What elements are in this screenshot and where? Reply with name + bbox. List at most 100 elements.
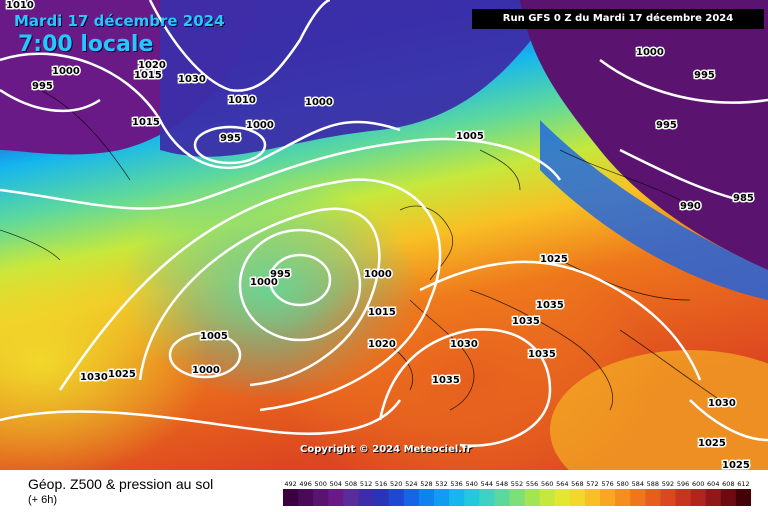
scale-tick-label: 504 <box>330 480 342 488</box>
isobars <box>0 0 768 446</box>
scale-tick-label: 564 <box>556 480 568 488</box>
scale-tick-label: 524 <box>405 480 417 488</box>
scale-swatch <box>509 489 526 506</box>
pressure-label: 1010 <box>228 95 256 106</box>
scale-swatch <box>645 489 661 506</box>
scale-swatch <box>373 489 390 506</box>
pressure-label: 1000 <box>364 269 392 280</box>
scale-swatch <box>630 489 646 506</box>
scale-tick-label: 536 <box>450 480 462 488</box>
pressure-label: 1035 <box>528 349 556 360</box>
scale-swatch <box>343 489 359 506</box>
scale-tick-label: 608 <box>722 480 734 488</box>
pressure-label: 1000 <box>52 66 80 77</box>
scale-tick-label: 572 <box>586 480 598 488</box>
scale-swatch <box>298 489 314 506</box>
scale-tick-label: 492 <box>284 480 296 488</box>
scale-tick-label: 508 <box>345 480 357 488</box>
scale-tick-label: 576 <box>601 480 613 488</box>
pressure-label: 1025 <box>722 460 750 470</box>
scale-swatch <box>720 489 737 506</box>
scale-tick-label: 600 <box>692 480 704 488</box>
scale-tick-label: 588 <box>647 480 659 488</box>
scale-swatch <box>600 489 616 506</box>
scale-swatch <box>539 489 556 506</box>
pressure-label: 985 <box>733 193 754 204</box>
scale-swatch <box>449 489 465 506</box>
scale-tick-label: 496 <box>299 480 311 488</box>
scale-swatch <box>569 489 586 506</box>
pressure-label: 1010 <box>6 0 34 11</box>
pressure-label: 1035 <box>432 375 460 386</box>
forecast-date: Mardi 17 décembre 2024 <box>14 12 225 30</box>
pressure-label: 1000 <box>246 120 274 131</box>
pressure-label: 1015 <box>368 307 396 318</box>
scale-swatch <box>660 489 677 506</box>
polar-vortex-east <box>520 0 768 270</box>
scale-tick-label: 512 <box>360 480 372 488</box>
pressure-label: 1000 <box>192 365 220 376</box>
pressure-labels: 1010 995 1000 1020 1015 1030 1010 1015 1… <box>5 0 756 470</box>
scale-swatch <box>675 489 692 506</box>
scale-tick-label: 612 <box>737 480 749 488</box>
pressure-label: 995 <box>656 120 677 131</box>
scale-tick-label: 540 <box>465 480 477 488</box>
scale-tick-label: 560 <box>541 480 553 488</box>
scale-tick-label: 596 <box>677 480 689 488</box>
pressure-label: 1020 <box>138 60 166 71</box>
polar-trough <box>160 0 560 157</box>
pressure-label: 1020 <box>368 339 396 350</box>
pressure-label: 995 <box>694 70 715 81</box>
pressure-label: 1000 <box>250 277 278 288</box>
copyright: Copyright © 2024 Meteociel.fr <box>300 444 472 455</box>
blue-band-east <box>540 120 768 300</box>
pressure-label: 1005 <box>200 331 228 342</box>
pressure-label: 1030 <box>178 74 206 85</box>
scale-tick-label: 548 <box>496 480 508 488</box>
pressure-label: 1005 <box>456 131 484 142</box>
color-scale: 492 496 500 504 508 512 516 520 524 528 532 536 540 5… <box>283 480 751 506</box>
scale-tick-label: 568 <box>571 480 583 488</box>
scale-swatch <box>524 489 541 506</box>
scale-tick-label: 516 <box>375 480 387 488</box>
scale-tick-label: 604 <box>707 480 719 488</box>
scale-tick-label: 584 <box>632 480 644 488</box>
scale-tick-label: 500 <box>315 480 327 488</box>
scale-swatch <box>388 489 405 506</box>
pressure-label: 1035 <box>536 300 564 311</box>
scale-swatch <box>313 489 329 506</box>
scale-swatch <box>735 489 751 506</box>
pressure-label: 1025 <box>698 438 726 449</box>
scale-tick-label: 544 <box>481 480 493 488</box>
pressure-label: 990 <box>680 201 701 212</box>
scale-swatch <box>464 489 480 506</box>
pressure-label: 1000 <box>636 47 664 58</box>
pressure-label: 1030 <box>708 398 736 409</box>
pressure-label: 1035 <box>512 316 540 327</box>
scale-swatch <box>433 489 450 506</box>
weather-map: 1010 995 1000 1020 1015 1030 1010 1015 1… <box>0 0 768 470</box>
scale-tick-label: 556 <box>526 480 538 488</box>
scale-tick-label: 552 <box>511 480 523 488</box>
legend-subtitle: (+ 6h) <box>28 494 58 506</box>
pressure-label: 995 <box>270 269 291 280</box>
scale-swatch <box>494 489 510 506</box>
legend-title: Géop. Z500 & pression au sol <box>28 476 214 492</box>
scale-tick-label: 520 <box>390 480 402 488</box>
scale-tick-label: 592 <box>662 480 674 488</box>
pressure-label: 1030 <box>450 339 478 350</box>
scale-swatch <box>418 489 435 506</box>
scale-swatch <box>690 489 707 506</box>
scale-tick-label: 528 <box>420 480 432 488</box>
scale-swatch <box>584 489 601 506</box>
pressure-label: 1015 <box>134 70 162 81</box>
pressure-label: 995 <box>220 133 241 144</box>
scale-tick-label: 532 <box>435 480 447 488</box>
run-info: Run GFS 0 Z du Mardi 17 décembre 2024 <box>472 9 764 29</box>
coastlines <box>0 89 721 411</box>
scale-swatch <box>358 489 375 506</box>
scale-swatch <box>615 489 631 506</box>
scale-tick-label: 580 <box>616 480 628 488</box>
scale-swatch <box>479 489 495 506</box>
